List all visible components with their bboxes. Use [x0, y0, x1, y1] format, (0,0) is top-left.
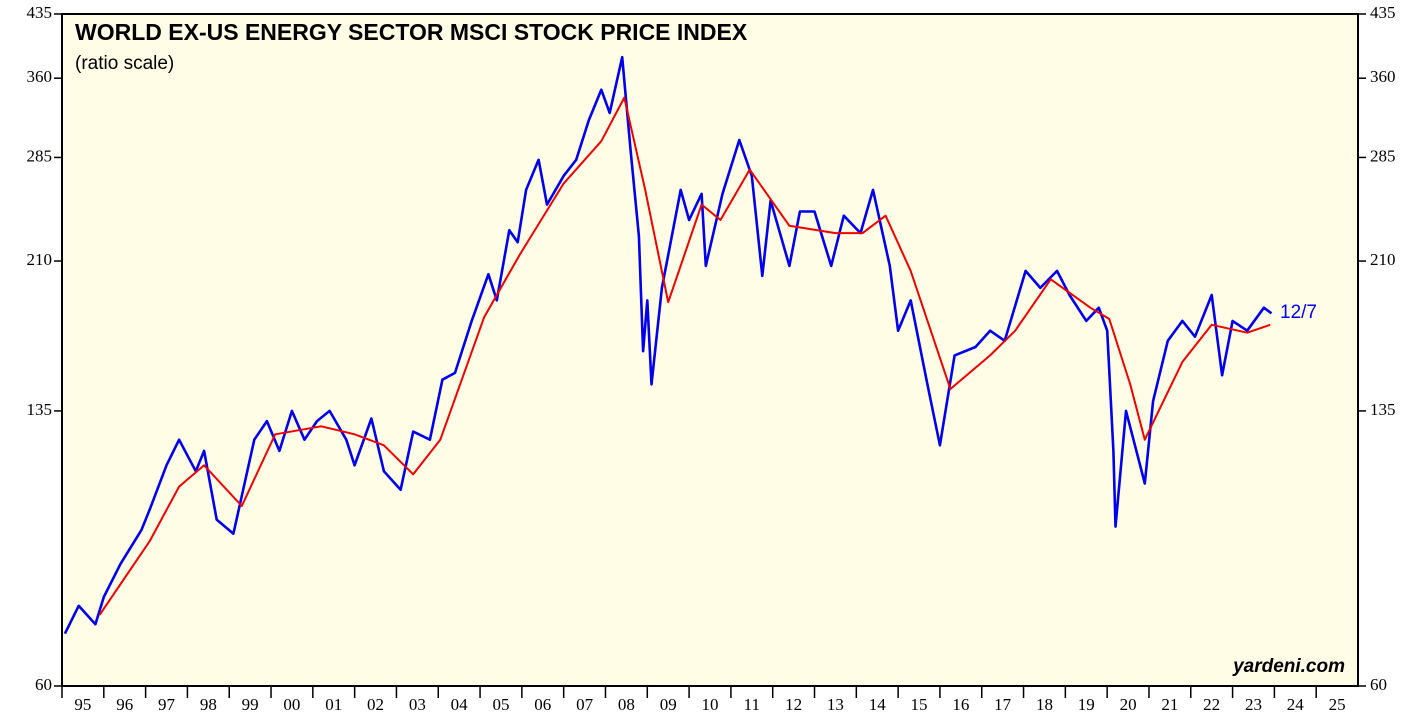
x-tick-label: 03: [409, 695, 426, 714]
x-tick-label: 05: [492, 695, 509, 714]
x-tick-label: 01: [325, 695, 342, 714]
x-tick-label: 25: [1329, 695, 1346, 714]
x-tick-label: 21: [1161, 695, 1178, 714]
plot-area: [61, 13, 1359, 687]
x-tick-label: 02: [367, 695, 384, 714]
x-tick-label: 07: [576, 695, 594, 714]
chart-subtitle: (ratio scale): [75, 53, 174, 74]
x-tick-label: 24: [1287, 695, 1305, 714]
x-tick-label: 17: [994, 695, 1012, 714]
x-tick-label: 18: [1036, 695, 1053, 714]
end-label: 12/7: [1280, 302, 1317, 323]
series-line: [98, 96, 1271, 616]
y-tick-label: 210: [27, 250, 53, 269]
x-tick-label: 14: [869, 695, 887, 714]
x-tick-label: 20: [1120, 695, 1137, 714]
y-tick-label: 135: [27, 400, 53, 419]
y-tick-label: 360: [1370, 67, 1396, 86]
x-tick-label: 10: [702, 695, 719, 714]
source: yardeni.com: [1232, 656, 1345, 677]
x-tick-label: 13: [827, 695, 844, 714]
y-tick-label: 60: [1370, 675, 1387, 694]
x-tick-label: 11: [744, 695, 760, 714]
y-tick-label: 435: [27, 3, 53, 22]
y-tick-label: 285: [1370, 146, 1396, 165]
x-tick-label: 16: [952, 695, 969, 714]
x-tick-label: 12: [785, 695, 802, 714]
x-tick-label: 97: [158, 695, 176, 714]
chart-title: WORLD EX-US ENERGY SECTOR MSCI STOCK PRI…: [75, 19, 748, 45]
y-tick-label: 210: [1370, 250, 1396, 269]
x-tick-label: 99: [242, 695, 259, 714]
x-tick-label: 08: [618, 695, 635, 714]
x-tick-label: 96: [116, 695, 133, 714]
x-tick-label: 09: [660, 695, 677, 714]
x-tick-label: 22: [1203, 695, 1220, 714]
x-tick-label: 23: [1245, 695, 1262, 714]
y-tick-label: 135: [1370, 400, 1396, 419]
x-tick-label: 06: [534, 695, 551, 714]
x-tick-label: 00: [283, 695, 300, 714]
x-tick-label: 15: [911, 695, 928, 714]
x-tick-label: 95: [74, 695, 91, 714]
y-tick-label: 435: [1370, 3, 1396, 22]
y-tick-label: 285: [27, 146, 53, 165]
series-line: [63, 55, 1273, 635]
x-tick-label: 04: [451, 695, 469, 714]
x-tick-label: 19: [1078, 695, 1095, 714]
y-tick-label: 360: [27, 67, 53, 86]
y-tick-label: 60: [35, 675, 52, 694]
x-tick-label: 98: [200, 695, 217, 714]
